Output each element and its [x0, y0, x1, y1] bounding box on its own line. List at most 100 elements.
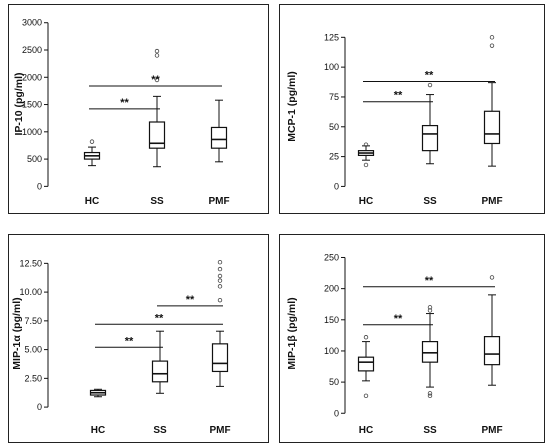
- significance-label: **: [125, 335, 134, 347]
- y-tick-label: 1000: [22, 127, 42, 137]
- box-pmf: [483, 275, 501, 386]
- significance-label: **: [394, 313, 403, 325]
- box-hc: [357, 142, 375, 168]
- outlier-point: [154, 48, 160, 54]
- panel-frame: [8, 234, 269, 443]
- x-category-label: SS: [423, 196, 437, 207]
- outlier-point: [217, 278, 223, 283]
- box-iqr: [210, 126, 228, 149]
- box-pmf: [483, 35, 501, 167]
- box-iqr: [421, 124, 439, 152]
- y-axis-title: MCP-1 (pg/ml): [286, 71, 298, 142]
- outlier-point: [489, 43, 495, 48]
- box-hc: [83, 139, 101, 167]
- box-iqr: [148, 121, 166, 149]
- significance-label: **: [425, 69, 434, 81]
- box-hc: [357, 335, 375, 399]
- box-iqr: [421, 341, 439, 363]
- y-tick-label: 12.50: [19, 258, 42, 268]
- outlier-point: [217, 266, 223, 272]
- panel-frame: [279, 234, 545, 443]
- y-tick-label: 125: [324, 32, 339, 42]
- y-tick-label: 0: [334, 408, 339, 418]
- y-axis-title: IP-10 (pg/ml): [13, 72, 25, 135]
- box-ss: [151, 330, 169, 394]
- box-iqr: [357, 356, 375, 372]
- outlier-point: [217, 297, 223, 303]
- chart-panel-3: 0 2.50 5.00 7.50 10.00 12.50 MIP-1α (pg/ml) HC S…: [8, 234, 269, 443]
- y-tick-label: 0: [334, 181, 339, 191]
- x-category-label: SS: [150, 196, 164, 207]
- outlier-point: [427, 82, 433, 88]
- x-category-label: PMF: [481, 196, 502, 207]
- y-axis-title: MIP-1α (pg/ml): [11, 297, 23, 369]
- y-tick-label: 150: [324, 315, 339, 325]
- outlier-point: [154, 77, 160, 83]
- outlier-point: [427, 305, 433, 310]
- y-tick-label: 500: [27, 154, 42, 164]
- outlier-point: [217, 273, 223, 279]
- outlier-point: [89, 139, 95, 144]
- y-axis-title: MIP-1β (pg/ml): [286, 297, 298, 369]
- y-tick-label: 50: [329, 122, 339, 132]
- box-iqr: [211, 343, 229, 373]
- x-category-label: HC: [359, 196, 373, 207]
- y-tick-label: 0: [37, 402, 42, 412]
- y-tick-label: 100: [324, 346, 339, 356]
- significance-label: **: [394, 90, 403, 102]
- box-pmf: [211, 260, 229, 387]
- outlier-point: [489, 275, 495, 280]
- outlier-point: [427, 308, 433, 313]
- y-tick-label: 0: [37, 181, 42, 191]
- y-tick-label: 100: [324, 62, 339, 72]
- y-tick-label: 50: [329, 377, 339, 387]
- x-category-label: SS: [153, 425, 167, 436]
- outlier-point: [363, 393, 369, 399]
- y-tick-label: 1500: [22, 100, 42, 110]
- box-iqr: [483, 110, 501, 145]
- box-ss: [421, 305, 439, 399]
- y-tick-label: 2000: [22, 72, 42, 82]
- x-category-label: HC: [85, 196, 99, 207]
- outlier-point: [489, 35, 495, 40]
- x-category-label: PMF: [481, 425, 502, 436]
- outlier-point: [217, 260, 223, 265]
- outlier-point: [217, 284, 223, 289]
- box-hc: [89, 388, 107, 398]
- x-category-label: PMF: [208, 196, 229, 207]
- chart-panel-2: 0 25 50 75 100 125 MCP-1 (pg/ml) HC SS PMF ** **: [279, 4, 545, 214]
- box-iqr: [483, 336, 501, 366]
- y-tick-label: 25: [329, 152, 339, 162]
- significance-label: **: [425, 275, 434, 287]
- chart-panel-1: 0 500 1000 1500 2000 2500 3000 IP-10 (pg/ml) HC S…: [8, 4, 269, 214]
- outlier-point: [427, 391, 433, 396]
- x-category-label: HC: [91, 425, 105, 436]
- outlier-point: [363, 142, 369, 147]
- chart-panel-4: 0 50 100 150 200 250 MIP-1β (pg/ml) HC SS PMF ** **: [279, 234, 545, 443]
- significance-label: **: [120, 97, 129, 109]
- y-tick-label: 2.50: [24, 373, 42, 383]
- y-tick-label: 3000: [22, 18, 42, 28]
- significance-label: **: [155, 312, 164, 324]
- x-category-label: HC: [359, 425, 373, 436]
- y-tick-label: 7.50: [24, 316, 42, 326]
- box-iqr: [151, 360, 169, 383]
- x-category-label: PMF: [209, 425, 230, 436]
- y-tick-label: 75: [329, 92, 339, 102]
- y-tick-label: 5.00: [24, 345, 42, 355]
- y-tick-label: 10.00: [19, 287, 42, 297]
- y-tick-label: 200: [324, 284, 339, 294]
- y-tick-label: 2500: [22, 45, 42, 55]
- outlier-point: [427, 393, 433, 399]
- box-ss: [421, 82, 439, 165]
- significance-label: **: [151, 74, 160, 86]
- panel-frame: [279, 4, 545, 214]
- box-pmf: [210, 99, 228, 163]
- outlier-point: [363, 162, 369, 168]
- outlier-point: [363, 335, 369, 340]
- x-category-label: SS: [423, 425, 437, 436]
- y-tick-label: 250: [324, 252, 339, 262]
- outlier-point: [154, 53, 160, 58]
- significance-label: **: [186, 294, 195, 306]
